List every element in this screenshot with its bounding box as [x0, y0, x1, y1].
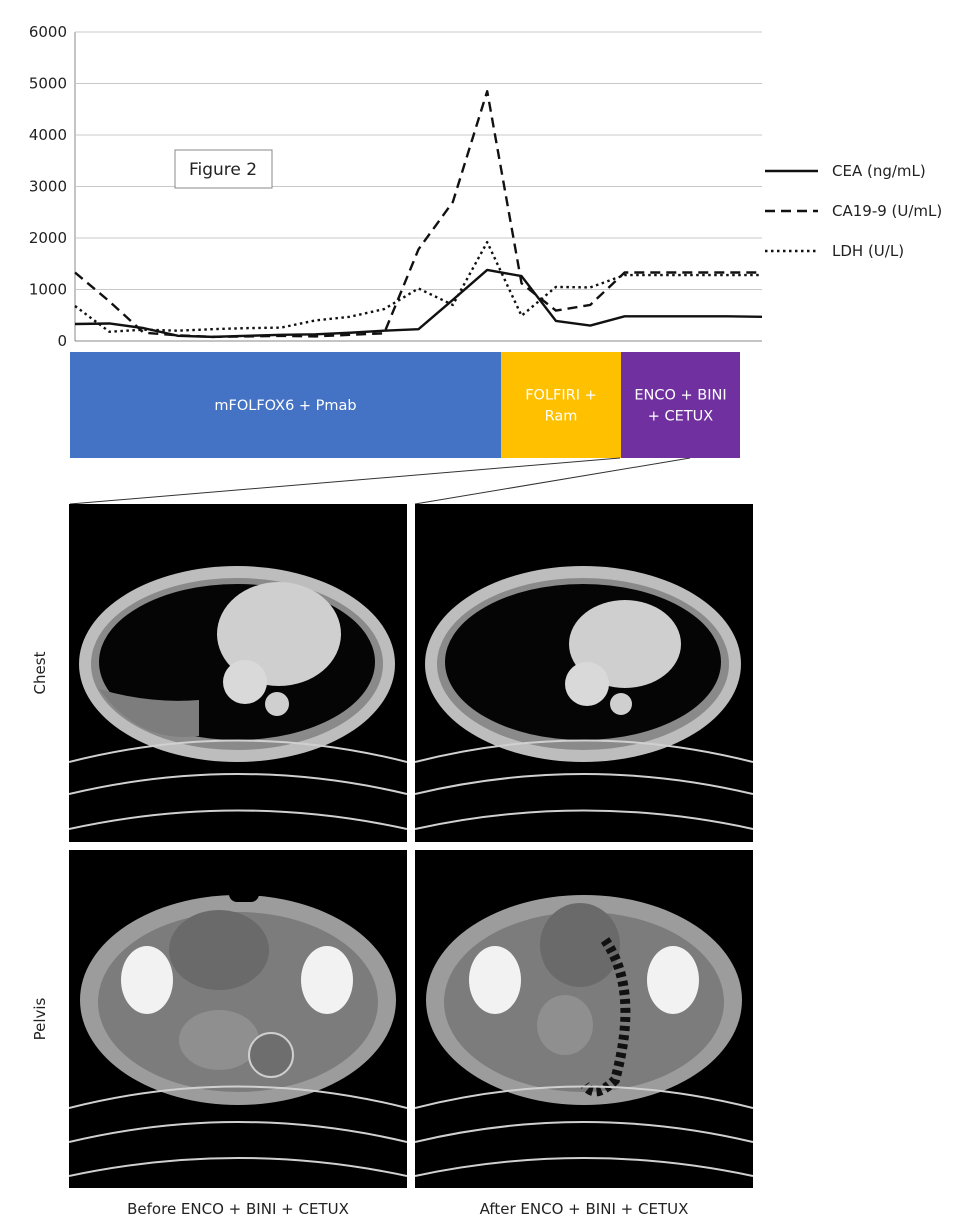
figure-label: Figure 2 [189, 160, 257, 180]
pelvis-ct-after [415, 850, 753, 1188]
timeline-connectors [69, 457, 691, 505]
y-tick-label: 1000 [29, 281, 67, 299]
y-tick-label: 4000 [29, 126, 67, 144]
column-caption-after: After ENCO + BINI + CETUX [479, 1200, 689, 1218]
y-tick-label: 2000 [29, 229, 67, 247]
y-tick-label: 0 [57, 332, 67, 350]
row-label-pelvis: Pelvis [31, 997, 49, 1041]
tumor-marker-chart: 0 1000 2000 3000 4000 5000 6000 CEA (ng/mL) CA1… [29, 23, 942, 505]
legend-label: CEA (ng/mL) [832, 162, 926, 180]
y-tick-label: 5000 [29, 75, 67, 93]
regimen-label: FOLFIRI + Ram [525, 388, 597, 425]
regimen-block [70, 352, 501, 458]
regimen-block [501, 352, 621, 458]
chart-series [74, 90, 763, 339]
legend-label: LDH (U/L) [832, 242, 904, 260]
y-axis-ticks: 0 1000 2000 3000 4000 5000 6000 [29, 23, 67, 350]
y-tick-label: 3000 [29, 178, 67, 196]
series-line-dotted [74, 240, 762, 333]
regimen-block [621, 352, 740, 458]
series-line-solid [74, 268, 763, 339]
regimen-label: ENCO + BINI + CETUX [634, 388, 726, 425]
legend-label: CA19-9 (U/mL) [832, 202, 942, 220]
row-label-chest: Chest [31, 651, 49, 695]
column-caption-before: Before ENCO + BINI + CETUX [127, 1200, 349, 1218]
pelvis-ct-before [69, 850, 407, 1188]
treatment-timeline: mFOLFOX6 + Pmab FOLFIRI + Ram ENCO + BINI + … [70, 352, 740, 458]
chart-legend: CEA (ng/mL) CA19-9 (U/mL) LDH (U/L) [765, 162, 942, 260]
chest-ct-before [69, 504, 407, 842]
regimen-label: mFOLFOX6 + Pmab [214, 398, 356, 414]
chest-ct-after [415, 504, 753, 842]
figure-label-box: Figure 2 [174, 149, 273, 189]
y-tick-label: 6000 [29, 23, 67, 41]
series-line-dashed [74, 90, 762, 339]
